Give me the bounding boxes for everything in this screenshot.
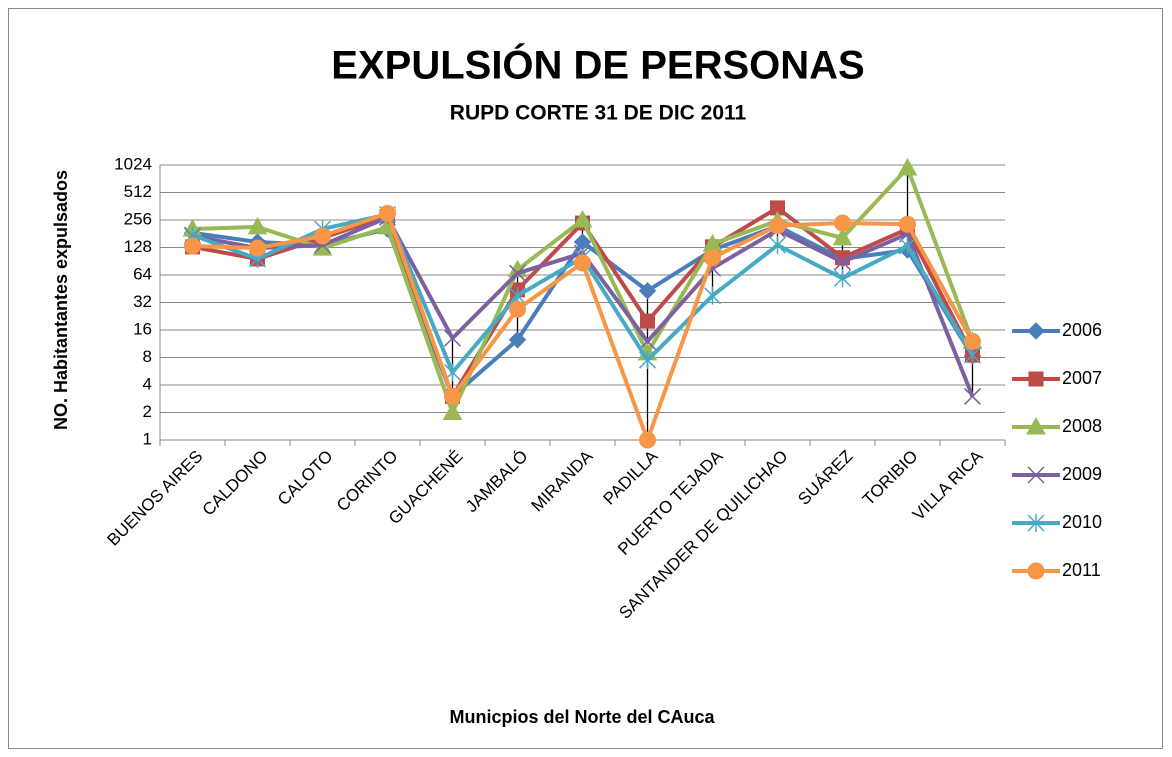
- y-tick-label: 4: [143, 374, 152, 393]
- marker: [638, 282, 657, 300]
- marker: [897, 157, 918, 176]
- marker: [833, 253, 852, 271]
- legend-marker: [1027, 562, 1045, 580]
- marker: [834, 214, 851, 232]
- marker: [508, 331, 527, 349]
- marker: [898, 236, 917, 255]
- y-tick-label: 2: [143, 402, 152, 421]
- marker: [899, 215, 916, 233]
- x-axis-label: Municpios del Norte del CAuca: [449, 707, 715, 727]
- marker: [640, 313, 655, 329]
- marker: [508, 264, 527, 282]
- marker: [444, 387, 461, 405]
- marker: [509, 300, 526, 318]
- legend-label: 2007: [1062, 368, 1102, 388]
- marker: [768, 236, 787, 255]
- marker: [247, 216, 268, 235]
- marker: [638, 332, 657, 350]
- legend-marker: [1026, 416, 1046, 435]
- marker: [184, 237, 201, 255]
- y-tick-label: 16: [133, 319, 152, 338]
- legend-label: 2010: [1062, 512, 1102, 532]
- marker: [832, 227, 853, 246]
- legend-label: 2011: [1062, 560, 1101, 580]
- legend-label: 2006: [1062, 320, 1102, 340]
- marker: [572, 209, 593, 228]
- marker: [769, 217, 786, 235]
- marker: [833, 269, 852, 288]
- marker: [964, 332, 981, 350]
- marker: [704, 249, 721, 267]
- y-axis-label: NO. Habitantantes expulsados: [51, 170, 71, 430]
- y-tick-label: 128: [124, 237, 152, 256]
- marker: [638, 351, 657, 370]
- marker: [443, 329, 462, 347]
- chart-subtitle: RUPD CORTE 31 DE DIC 2011: [450, 102, 747, 125]
- legend-marker: [1028, 371, 1044, 387]
- marker: [574, 254, 591, 272]
- marker: [442, 402, 463, 420]
- y-tick-label: 8: [143, 347, 152, 366]
- legend-label: 2008: [1062, 416, 1102, 436]
- chart-title: EXPULSIÓN DE PERSONAS: [331, 42, 864, 88]
- marker: [379, 204, 396, 222]
- chart-border: [8, 8, 1163, 749]
- legend-marker: [1027, 514, 1045, 532]
- y-tick-label: 32: [133, 292, 152, 311]
- marker: [639, 431, 656, 449]
- legend-label: 2009: [1062, 464, 1102, 484]
- marker: [703, 286, 722, 305]
- legend-marker: [1027, 466, 1045, 484]
- y-tick-label: 1: [143, 429, 152, 448]
- legend-marker: [1027, 322, 1045, 340]
- marker: [314, 227, 331, 245]
- marker: [249, 239, 266, 257]
- y-tick-label: 512: [124, 182, 152, 201]
- series: [184, 204, 981, 449]
- y-tick-label: 64: [133, 264, 152, 283]
- marker: [963, 387, 982, 405]
- y-tick-label: 256: [124, 209, 152, 228]
- y-tick-label: 1024: [114, 154, 152, 173]
